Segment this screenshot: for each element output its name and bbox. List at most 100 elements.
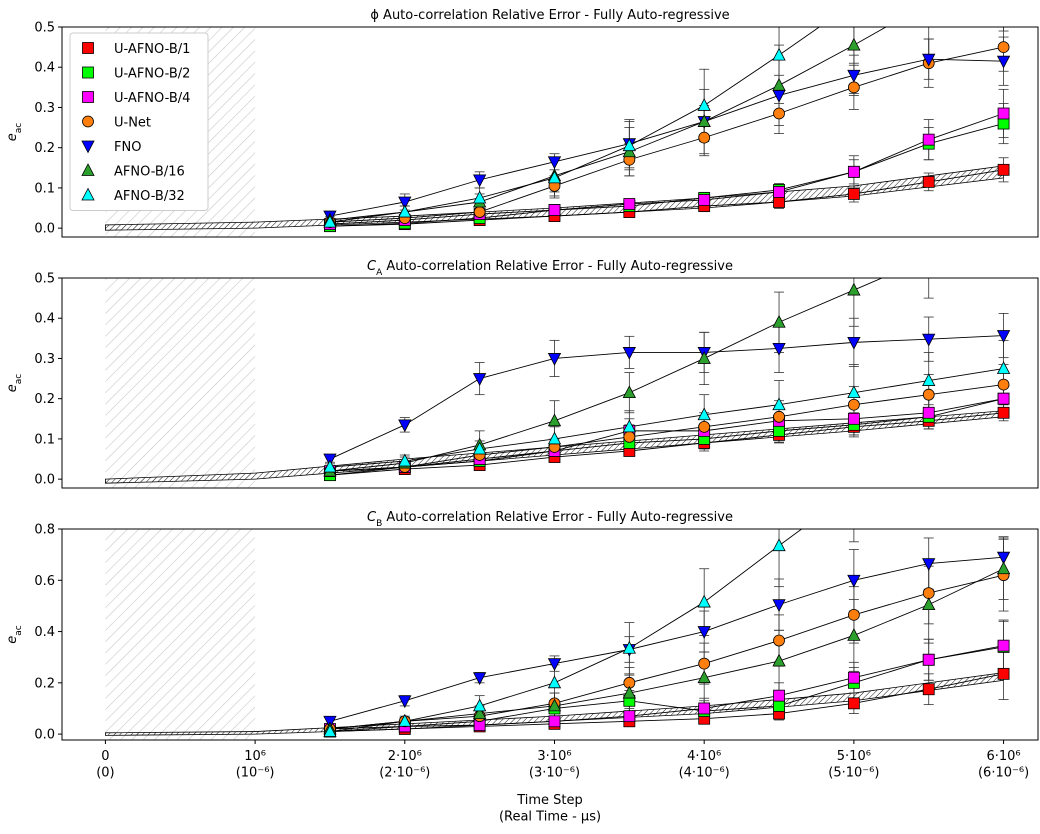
marker <box>922 175 935 188</box>
marker <box>472 174 487 188</box>
marker <box>698 131 711 144</box>
series-line <box>329 123 1004 227</box>
marker <box>773 410 785 423</box>
marker <box>996 330 1011 343</box>
marker <box>922 597 936 611</box>
marker <box>847 282 861 296</box>
y-tick-label: 0.3 <box>34 101 55 116</box>
marker <box>996 55 1011 69</box>
marker <box>623 710 636 723</box>
marker <box>398 713 412 727</box>
marker <box>697 626 711 639</box>
marker <box>472 373 487 386</box>
marker <box>698 194 711 206</box>
marker <box>923 251 935 263</box>
y-tick-label: 0.0 <box>34 728 55 743</box>
marker <box>398 419 412 433</box>
marker <box>773 689 785 702</box>
marker <box>623 198 636 210</box>
series-line <box>329 646 1004 732</box>
marker <box>998 219 1010 231</box>
marker <box>398 204 412 218</box>
error-bar <box>998 27 1009 32</box>
legend: U-AFNO-B/1 U-AFNO-B/2 U-AFNO-B/4 U-Net FNO AF… <box>69 32 209 211</box>
marker <box>323 214 337 228</box>
x-tick-label: 6·10⁶ (6·10⁻⁶) <box>978 749 1029 780</box>
marker <box>622 138 636 152</box>
marker <box>997 41 1010 54</box>
subplot-title: CB Auto-correlation Relative Error - Ful… <box>367 510 733 529</box>
marker <box>472 698 487 712</box>
series-line <box>329 574 1004 730</box>
series-line <box>329 169 1004 227</box>
marker <box>547 658 562 671</box>
marker <box>997 392 1010 405</box>
y-tick-label: 0.5 <box>34 21 55 36</box>
marker <box>323 459 337 473</box>
marker <box>997 378 1010 391</box>
marker <box>847 398 860 411</box>
series-line <box>329 335 1004 460</box>
series-line <box>329 398 1004 476</box>
x-tick-label: 3·10⁶ (3·10⁻⁶) <box>529 749 580 780</box>
marker <box>847 385 861 399</box>
legend-label: U-AFNO-B/4 <box>114 91 190 106</box>
marker <box>922 133 935 146</box>
marker <box>922 683 935 696</box>
marker <box>847 336 861 350</box>
marker <box>922 653 935 666</box>
marker <box>622 347 636 360</box>
marker <box>548 204 561 216</box>
marker <box>847 165 860 178</box>
legend-label: AFNO-B/32 <box>114 189 185 204</box>
legend-label: AFNO-B/16 <box>114 165 185 180</box>
marker <box>623 431 636 443</box>
error-bar <box>848 529 859 543</box>
x-tick-label: 2·10⁶ (2·10⁻⁶) <box>379 749 430 780</box>
y-tick-label: 0.5 <box>34 272 55 287</box>
series-line <box>329 278 884 472</box>
marker <box>697 351 711 364</box>
y-tick-label: 0.6 <box>34 574 55 589</box>
marker <box>773 634 785 647</box>
marker <box>697 594 711 608</box>
marker <box>772 599 786 612</box>
marker <box>772 89 786 103</box>
marker <box>547 413 562 427</box>
marker <box>82 91 94 103</box>
shaded-region <box>105 278 256 488</box>
x-tick-label: 0 (0) <box>96 749 114 780</box>
series-line <box>329 673 1004 732</box>
marker <box>922 558 936 571</box>
marker <box>847 37 861 51</box>
plot-area <box>105 181 1011 488</box>
series-line <box>329 46 1004 223</box>
marker <box>622 385 636 399</box>
marker <box>996 361 1011 374</box>
series-line <box>329 384 1004 472</box>
marker <box>81 187 95 201</box>
series-line <box>329 113 1004 225</box>
marker <box>82 115 94 128</box>
x-tick-label: 10⁶ (10⁻⁶) <box>236 749 275 780</box>
marker <box>472 441 487 455</box>
marker <box>922 406 935 419</box>
marker <box>622 419 636 433</box>
marker <box>847 81 860 94</box>
marker <box>548 715 561 728</box>
marker <box>922 53 936 67</box>
marker <box>773 107 785 120</box>
marker <box>697 407 711 421</box>
y-tick-label: 0.4 <box>34 312 55 327</box>
marker <box>697 98 711 111</box>
x-tick-label: 4·10⁶ (4·10⁻⁶) <box>679 749 730 780</box>
subplot-title: ϕ Auto-correlation Relative Error - Full… <box>370 8 729 23</box>
error-bar <box>999 181 1009 270</box>
marker <box>773 424 785 437</box>
legend-label: U-Net <box>114 116 151 131</box>
marker <box>847 412 860 425</box>
marker <box>772 653 786 667</box>
marker <box>697 670 711 684</box>
marker <box>547 698 562 712</box>
